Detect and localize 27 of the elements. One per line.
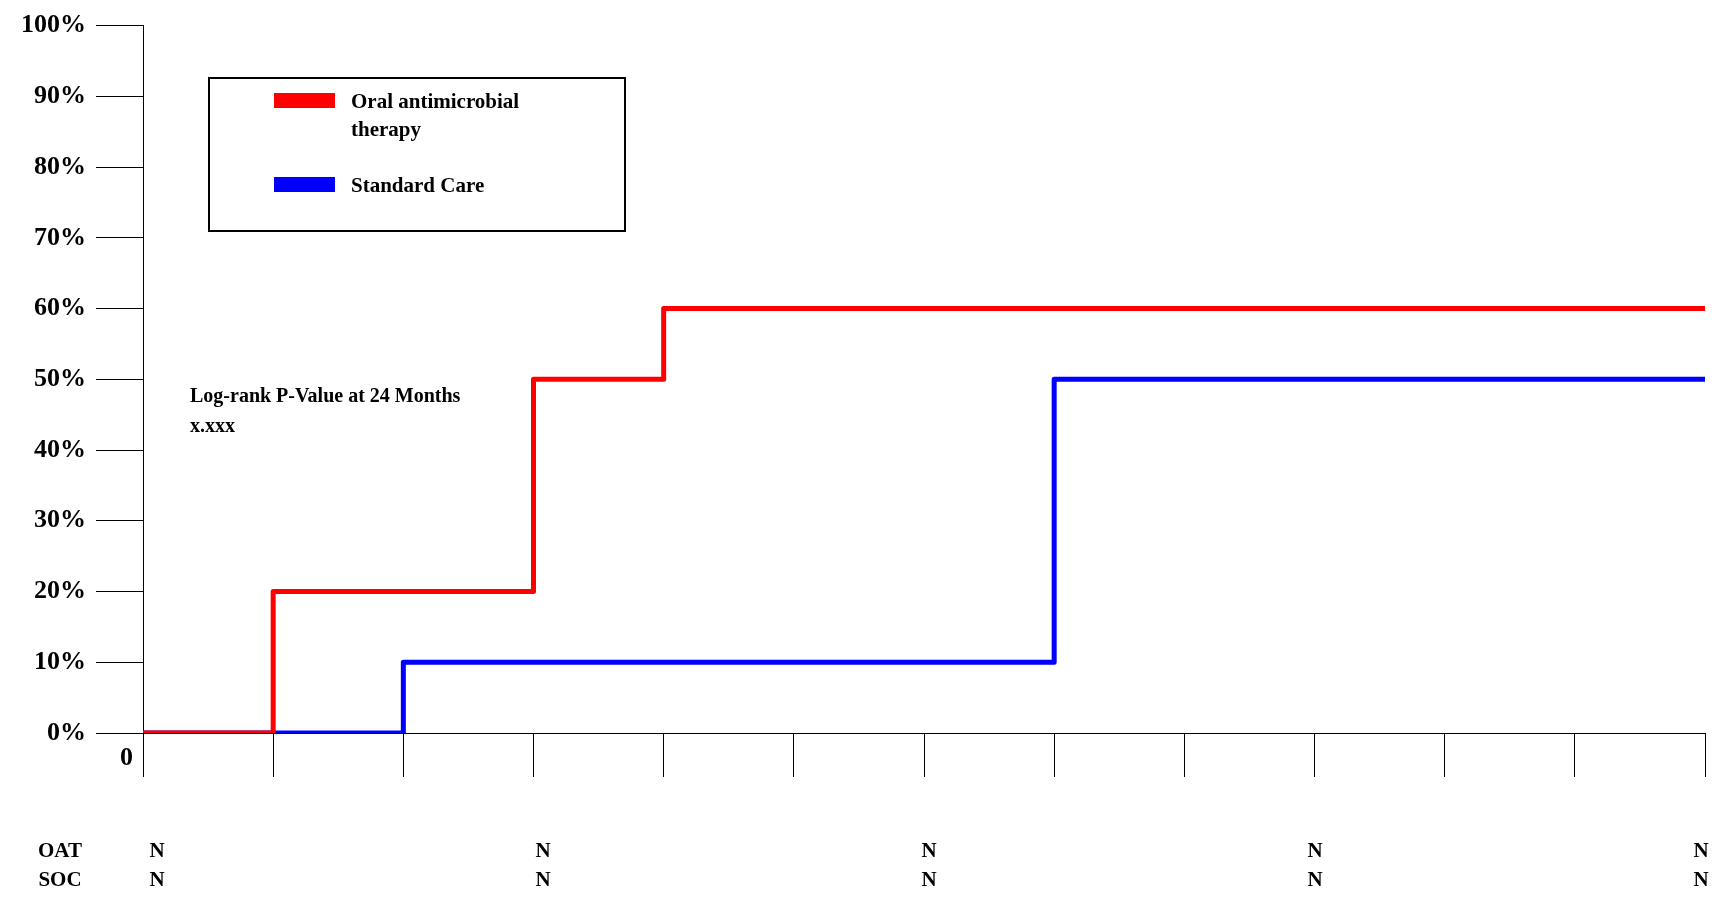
y-tick-label: 60%	[34, 292, 86, 322]
text: N	[149, 867, 165, 892]
text: N	[921, 838, 937, 863]
text: SOC	[38, 867, 82, 892]
x-tick-label: 0	[120, 742, 133, 772]
y-tick-label: 0%	[47, 716, 86, 746]
text: N	[921, 867, 937, 892]
y-tick-label: 50%	[34, 363, 86, 393]
text: N	[535, 867, 551, 892]
legend-label: Standard Care	[351, 172, 486, 199]
text: N	[535, 838, 551, 863]
y-tick-label: 80%	[34, 150, 86, 180]
text: OAT	[38, 838, 82, 863]
y-tick-label: 40%	[34, 433, 86, 463]
y-tick-label: 30%	[34, 504, 86, 534]
text: N	[1307, 867, 1323, 892]
text: N	[1693, 867, 1709, 892]
legend-label: Oral antimicrobial therapy	[351, 88, 521, 143]
y-tick-label: 70%	[34, 221, 86, 251]
text: N	[1693, 838, 1709, 863]
text: N	[1307, 838, 1323, 863]
y-tick-label: 90%	[34, 80, 86, 110]
text: N	[149, 838, 165, 863]
y-tick-label: 10%	[34, 645, 86, 675]
y-tick-label: 100%	[21, 9, 86, 39]
y-tick-label: 20%	[34, 575, 86, 605]
annotation: Log-rank P-Value at 24 Months x.xxx	[190, 383, 461, 438]
